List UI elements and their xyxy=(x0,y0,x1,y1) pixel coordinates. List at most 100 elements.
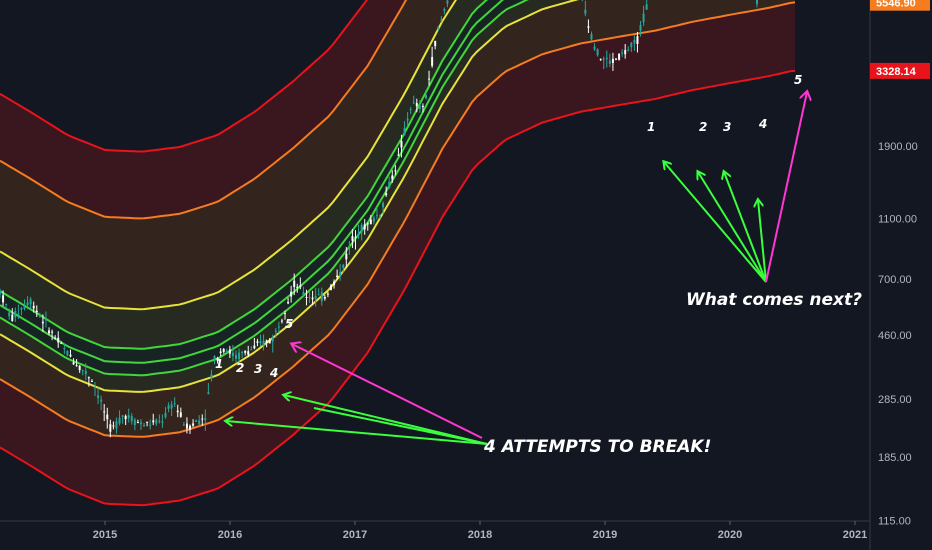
candle-body xyxy=(621,52,624,54)
attempt-2020-label-1: 1 xyxy=(647,120,655,134)
candle-body xyxy=(326,293,329,295)
candle-body xyxy=(216,358,219,361)
candle-body xyxy=(446,0,449,4)
candle-body xyxy=(277,326,280,328)
attempt-2020-label-2: 2 xyxy=(699,120,707,134)
candle-body xyxy=(176,410,179,413)
candle-body xyxy=(103,411,106,413)
annotation-arrows-2020 xyxy=(664,92,807,283)
green-arrow-5 xyxy=(698,172,767,283)
candle-body xyxy=(78,365,81,371)
candle-body xyxy=(599,58,602,60)
band-line-upper-red xyxy=(0,0,369,153)
candle-body xyxy=(293,280,296,288)
band-line-mid-green xyxy=(0,0,505,364)
price-axis[interactable]: 115.00 185.00 285.00 460.00 700.00 1100.00 190… xyxy=(878,0,924,528)
candle-body xyxy=(443,9,446,11)
candle-body xyxy=(241,352,244,354)
candle-body xyxy=(219,351,222,353)
candle-body xyxy=(210,374,213,379)
candle-body xyxy=(311,297,314,300)
candle-body xyxy=(127,415,130,419)
annotation-arrows-2016 xyxy=(226,344,488,445)
candle-body xyxy=(38,315,41,317)
candle-body xyxy=(136,422,139,424)
candle-body xyxy=(2,295,5,303)
candle-body xyxy=(329,285,332,290)
price-tick-label: 460.00 xyxy=(878,330,912,342)
candle-body xyxy=(323,296,326,299)
candle-body xyxy=(406,118,409,121)
candle-body xyxy=(400,141,403,148)
candle-body xyxy=(274,330,277,332)
green-arrow-4 xyxy=(664,162,767,283)
candle-body xyxy=(155,419,158,424)
candle-body xyxy=(97,395,100,399)
candle-body xyxy=(596,49,599,56)
candle-body xyxy=(112,425,115,427)
band-fill-lower-1 xyxy=(0,0,795,437)
band-fills xyxy=(0,0,795,506)
attempt-2020-label-3: 3 xyxy=(723,120,731,134)
green-arrow-3 xyxy=(313,407,488,445)
candle-body xyxy=(204,418,207,420)
candle-body xyxy=(170,404,173,409)
candle-body xyxy=(179,412,182,417)
green-arrow-6 xyxy=(724,172,767,283)
candle-body xyxy=(213,356,216,359)
candle-body xyxy=(354,237,357,239)
time-axis[interactable]: 2015 2016 2017 2018 2019 2020 2021 xyxy=(93,521,867,541)
band-fill-upper-0 xyxy=(0,0,406,219)
green-arrow-7 xyxy=(758,200,767,283)
price-tick-label: 115.00 xyxy=(878,515,911,527)
candle-body xyxy=(342,264,345,268)
candle-body xyxy=(244,350,247,353)
candle-body xyxy=(228,349,231,354)
candle-body xyxy=(121,415,124,417)
candle-body xyxy=(369,219,372,225)
candle-body xyxy=(618,53,621,60)
candle-body xyxy=(394,170,397,172)
candle-body xyxy=(192,423,195,426)
price-badge: 5546.90 xyxy=(870,0,930,11)
candle-body xyxy=(173,403,176,405)
candle-body xyxy=(593,46,596,50)
candle-body xyxy=(14,310,17,318)
band-line-lower-yellow xyxy=(0,0,579,393)
candle-body xyxy=(115,421,118,429)
candle-body xyxy=(590,34,593,40)
candle-body xyxy=(385,193,388,196)
candle-body xyxy=(336,275,339,278)
candle-body xyxy=(614,58,617,60)
candlesticks xyxy=(0,0,758,438)
candle-body xyxy=(314,295,317,299)
candle-body xyxy=(440,19,443,21)
break-annotation: 4 ATTEMPTS TO BREAK! xyxy=(483,437,711,457)
candle-body xyxy=(642,13,645,23)
candle-body xyxy=(225,350,228,353)
candle-body xyxy=(308,296,311,298)
candle-body xyxy=(348,246,351,248)
band-line-lower-red xyxy=(0,69,796,507)
candle-body xyxy=(372,217,375,222)
candle-body xyxy=(11,314,14,321)
candle-body xyxy=(317,294,320,296)
candle-body xyxy=(418,105,421,109)
candle-body xyxy=(66,350,69,356)
candle-body xyxy=(633,39,636,44)
attempt-label-1: 1 xyxy=(215,357,223,371)
candle-body xyxy=(133,419,136,425)
time-tick-label: 2018 xyxy=(468,529,492,541)
candle-body xyxy=(238,352,241,360)
candle-body xyxy=(302,292,305,295)
candle-body xyxy=(345,253,348,260)
candle-body xyxy=(5,304,8,306)
attempt-label-3: 3 xyxy=(254,362,262,376)
candle-body xyxy=(185,423,188,429)
candle-body xyxy=(29,299,32,305)
candle-body xyxy=(167,405,170,409)
candle-body xyxy=(139,422,142,425)
time-tick-label: 2016 xyxy=(218,529,242,541)
attempt-label-2: 2 xyxy=(236,361,244,375)
